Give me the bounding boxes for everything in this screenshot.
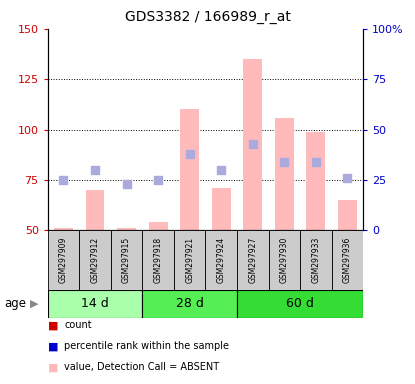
Bar (243, 59, 262, 230)
Point (92, 167, 98, 173)
Bar (269, 230, 300, 290)
Text: count: count (64, 320, 92, 330)
Bar (85, 190, 105, 230)
Bar (174, 230, 205, 290)
Text: 14 d: 14 d (81, 297, 109, 310)
Bar (48, 230, 79, 290)
Text: GDS3382 / 166989_r_at: GDS3382 / 166989_r_at (124, 10, 290, 23)
Bar (332, 230, 363, 290)
Text: GSM297918: GSM297918 (154, 237, 163, 283)
Text: GSM297924: GSM297924 (217, 237, 226, 283)
Bar (142, 290, 237, 318)
Bar (212, 188, 231, 230)
Bar (205, 230, 237, 290)
Bar (180, 109, 199, 230)
Text: 28 d: 28 d (176, 297, 204, 310)
Bar (54, 228, 73, 230)
Text: value, Detection Call = ABSENT: value, Detection Call = ABSENT (64, 362, 220, 372)
Bar (338, 200, 357, 230)
Point (249, 141, 256, 147)
Bar (237, 230, 269, 290)
Text: GSM297915: GSM297915 (122, 237, 131, 283)
Point (155, 177, 161, 183)
Bar (117, 228, 136, 230)
Text: ■: ■ (48, 341, 58, 351)
Text: GSM297912: GSM297912 (90, 237, 100, 283)
Bar (79, 230, 111, 290)
Bar (111, 230, 142, 290)
Text: GSM297921: GSM297921 (185, 237, 194, 283)
Point (218, 167, 225, 173)
Bar (306, 132, 325, 230)
Point (123, 181, 130, 187)
Point (344, 175, 351, 181)
Text: age: age (4, 297, 26, 310)
Bar (300, 230, 332, 290)
Text: percentile rank within the sample: percentile rank within the sample (64, 341, 229, 351)
Bar (275, 118, 294, 230)
Point (60, 177, 67, 183)
Bar (149, 222, 168, 230)
Bar (237, 290, 363, 318)
Text: GSM297933: GSM297933 (311, 237, 320, 283)
Text: ▶: ▶ (30, 299, 38, 309)
Point (186, 151, 193, 157)
Text: GSM297909: GSM297909 (59, 237, 68, 283)
Text: GSM297927: GSM297927 (248, 237, 257, 283)
Point (281, 159, 288, 165)
Text: ■: ■ (48, 362, 58, 372)
Text: ■: ■ (48, 320, 58, 330)
Text: GSM297936: GSM297936 (343, 237, 352, 283)
Bar (48, 290, 142, 318)
Text: GSM297930: GSM297930 (280, 237, 289, 283)
Point (312, 159, 319, 165)
Bar (142, 230, 174, 290)
Text: 60 d: 60 d (286, 297, 314, 310)
